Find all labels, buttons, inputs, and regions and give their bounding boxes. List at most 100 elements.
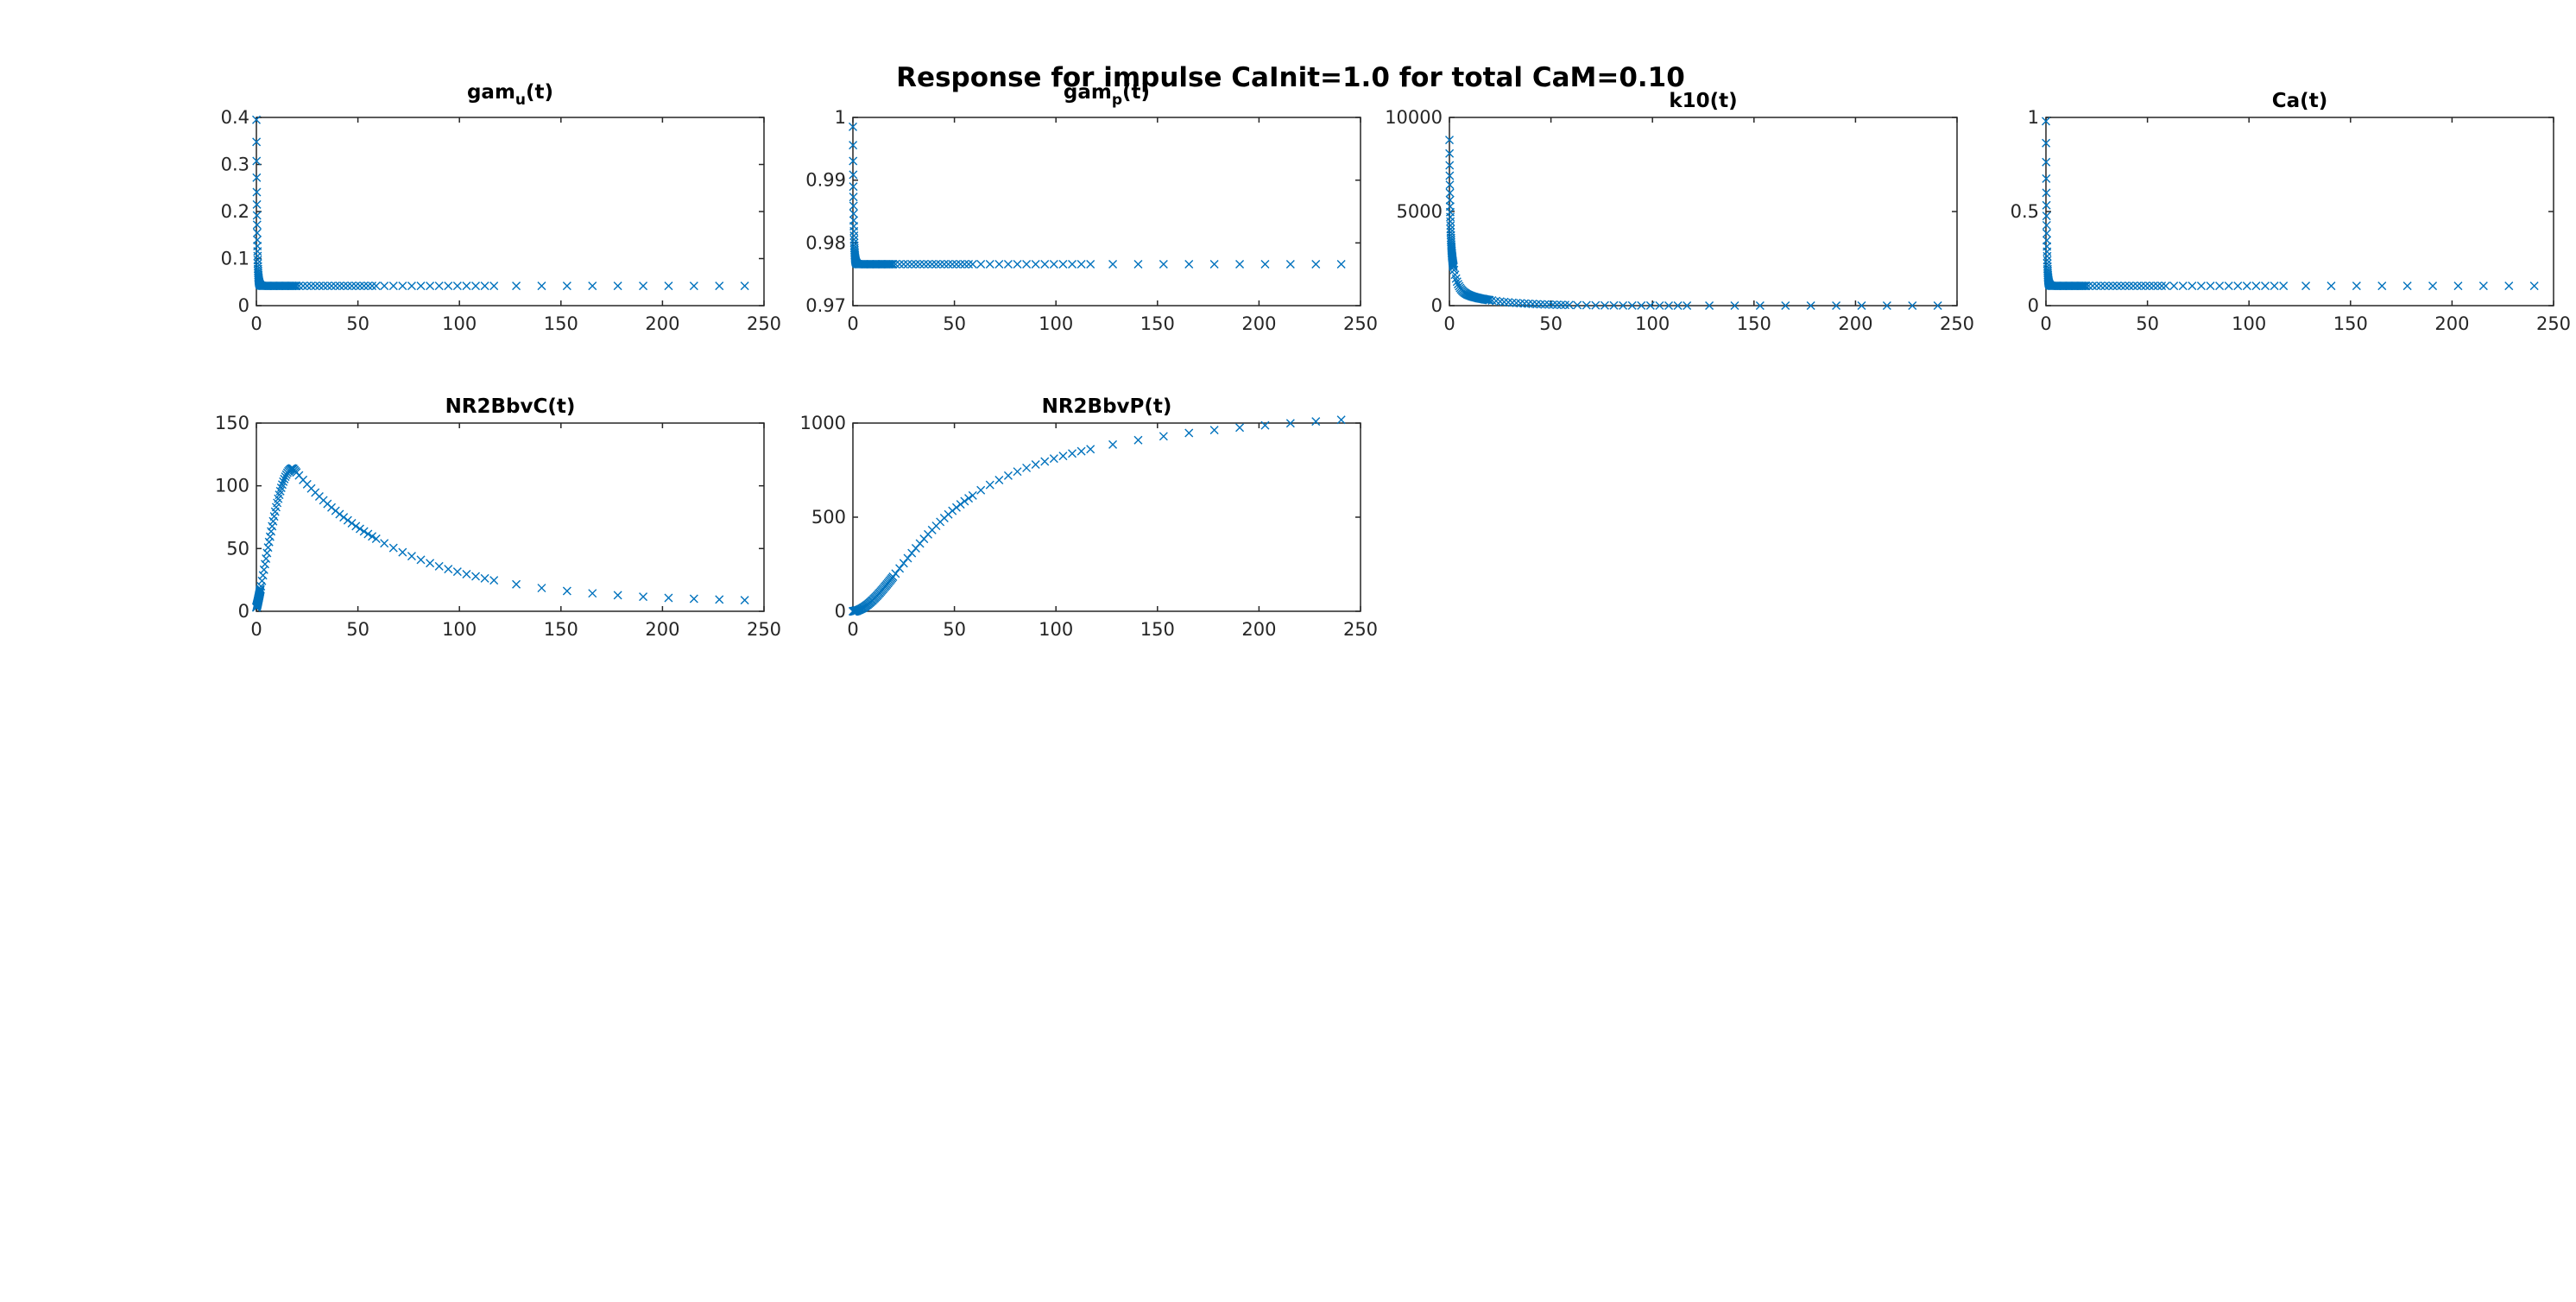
data-point <box>1022 463 1032 472</box>
data-point <box>849 193 858 202</box>
data-point <box>363 529 373 539</box>
data-point <box>1133 260 1143 269</box>
data-point <box>407 552 416 561</box>
data-point <box>416 281 426 291</box>
y-tick-label: 5000 <box>1397 201 1443 222</box>
figure-title: Response for impulse CaInit=1.0 for tota… <box>896 62 1685 93</box>
data-point <box>849 156 858 166</box>
data-point <box>849 170 858 180</box>
data-point <box>613 591 622 600</box>
axes-box <box>852 117 1361 307</box>
axes-box <box>1449 117 1958 307</box>
y-tick-label: 100 <box>215 476 249 496</box>
data-point <box>2169 281 2179 291</box>
series-markers <box>2042 117 2539 291</box>
data-point <box>1755 301 1765 310</box>
data-point <box>899 559 908 568</box>
y-tick-label: 150 <box>215 413 249 433</box>
x-tick-label: 200 <box>1838 313 1872 334</box>
y-tick-label: 1 <box>2028 107 2039 128</box>
data-point <box>2042 138 2051 148</box>
data-point <box>299 281 308 291</box>
data-point <box>1449 262 1458 272</box>
data-point <box>426 281 435 291</box>
data-point <box>1705 300 1714 310</box>
data-point <box>327 281 337 291</box>
data-point <box>903 260 912 269</box>
data-point <box>1003 471 1013 480</box>
x-tick-label: 50 <box>1539 313 1563 334</box>
data-point <box>380 281 389 291</box>
data-point <box>1086 445 1095 454</box>
data-point <box>1882 301 1891 310</box>
data-point <box>252 199 262 209</box>
x-tick-label: 100 <box>1039 313 1073 334</box>
y-tick-label: 0.2 <box>221 201 249 222</box>
x-tick-label: 250 <box>747 313 781 334</box>
data-point <box>1933 301 1942 310</box>
data-point <box>2233 281 2243 291</box>
data-point <box>2251 281 2261 291</box>
data-point <box>371 281 381 291</box>
data-point <box>426 559 435 568</box>
data-point <box>256 585 265 594</box>
x-tick-label: 150 <box>544 619 578 640</box>
data-point <box>1049 260 1058 269</box>
data-point <box>1446 221 1455 231</box>
data-point <box>2157 281 2167 291</box>
data-point <box>2132 281 2142 291</box>
data-point <box>689 594 698 604</box>
data-point <box>1548 300 1557 309</box>
data-point <box>1108 260 1118 269</box>
data-point <box>1532 300 1542 309</box>
data-point <box>2224 281 2233 291</box>
data-point <box>253 256 262 265</box>
data-point <box>639 281 648 291</box>
data-point <box>351 521 361 531</box>
data-point <box>2377 281 2387 291</box>
data-point <box>1591 300 1601 310</box>
data-point <box>1556 300 1566 310</box>
y-tick-label: 0.1 <box>221 249 249 269</box>
data-point <box>339 513 349 522</box>
series-markers <box>1445 136 1942 310</box>
data-point <box>849 201 858 211</box>
data-point <box>891 569 900 578</box>
series-markers <box>252 464 749 612</box>
x-tick-label: 150 <box>1140 619 1175 640</box>
data-point <box>2042 229 2051 238</box>
data-point <box>562 281 571 291</box>
data-point <box>2042 174 2051 183</box>
data-point <box>1159 432 1168 441</box>
data-point <box>2108 281 2118 291</box>
data-point <box>319 281 328 291</box>
data-point <box>924 260 933 269</box>
data-point <box>740 596 749 605</box>
data-point <box>887 260 897 269</box>
data-point <box>2084 281 2093 291</box>
data-point <box>302 281 312 291</box>
data-point <box>1544 300 1554 309</box>
data-point <box>323 281 332 291</box>
data-point <box>1445 149 1455 158</box>
data-point <box>480 573 489 583</box>
data-point <box>1552 300 1562 309</box>
data-point <box>253 251 262 261</box>
data-point <box>1445 195 1455 205</box>
data-point <box>1058 260 1068 269</box>
x-tick-label: 200 <box>2434 313 2469 334</box>
y-tick-label: 10000 <box>1385 107 1443 128</box>
data-point <box>2301 281 2311 291</box>
data-point <box>2242 281 2251 291</box>
data-point <box>689 281 698 291</box>
data-point <box>715 595 724 604</box>
y-tick-label: 0 <box>1431 295 1443 316</box>
x-tick-label: 250 <box>1343 619 1378 640</box>
data-point <box>1451 274 1461 283</box>
x-tick-label: 0 <box>250 313 262 334</box>
data-point <box>1209 260 1219 269</box>
data-point <box>347 281 357 291</box>
data-point <box>407 281 416 291</box>
data-point <box>1452 277 1462 287</box>
